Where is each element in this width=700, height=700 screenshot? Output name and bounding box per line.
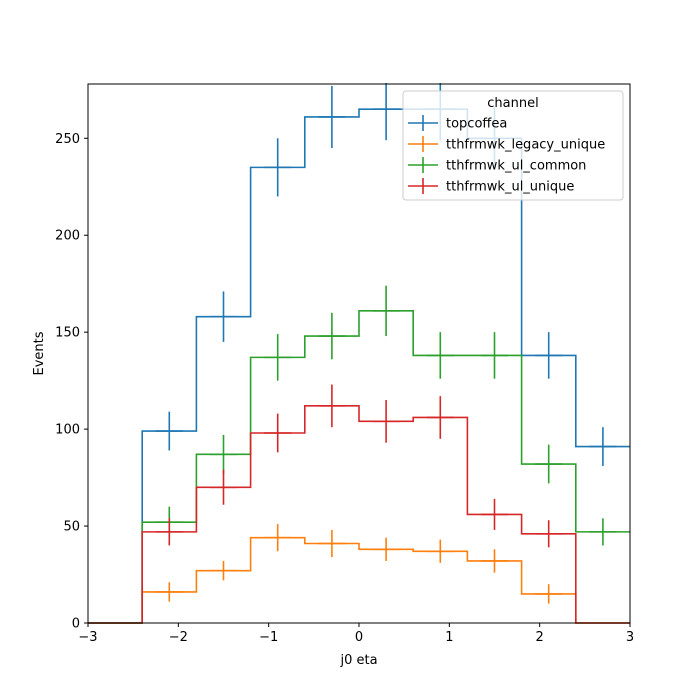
x-axis-title: j0 eta	[339, 653, 377, 668]
y-tick-label: 150	[55, 326, 80, 341]
series-tthfrmwk_legacy_unique	[88, 524, 630, 624]
y-axis: 0 50 100 150 200 250	[55, 132, 88, 632]
legend-entry: tthfrmwk_legacy_unique	[408, 136, 605, 153]
step-line-tthfrmwk_legacy_unique	[88, 536, 630, 624]
legend-box	[402, 90, 624, 201]
x-tick-label: −2	[169, 630, 188, 645]
legend-label: tthfrmwk_legacy_unique	[446, 138, 605, 153]
y-tick-label: 0	[72, 617, 80, 632]
y-tick-label: 250	[55, 132, 80, 147]
x-tick-label: −3	[78, 630, 97, 645]
legend-entry: topcoffea	[408, 115, 507, 132]
series-tthfrmwk_ul_unique	[88, 384, 630, 624]
x-tick-label: 3	[626, 630, 634, 645]
x-tick-label: 0	[355, 630, 363, 645]
legend-title: channel	[487, 96, 538, 111]
legend-label: tthfrmwk_ul_unique	[446, 180, 574, 195]
x-tick-label: −1	[259, 630, 278, 645]
legend-entry: tthfrmwk_ul_unique	[408, 178, 574, 195]
x-tick-label: 1	[445, 630, 453, 645]
y-tick-label: 50	[63, 520, 80, 535]
y-tick-label: 100	[55, 423, 80, 438]
y-tick-label: 200	[55, 229, 80, 244]
legend-entry: tthfrmwk_ul_common	[408, 157, 586, 174]
legend-entries: topcoffea tthfrmwk_legacy_unique tthfrmwk_…	[408, 115, 605, 195]
step-line-tthfrmwk_ul_unique	[88, 405, 630, 624]
legend-label: tthfrmwk_ul_common	[446, 159, 586, 174]
y-axis-title: Events	[32, 331, 47, 375]
x-axis: −3 −2 −1 0 1 2 3	[78, 623, 634, 645]
legend: channel topcoffeatthfrmwk_legacy_uniquet…	[402, 90, 624, 201]
legend-label: topcoffea	[446, 117, 507, 132]
x-tick-label: 2	[536, 630, 544, 645]
